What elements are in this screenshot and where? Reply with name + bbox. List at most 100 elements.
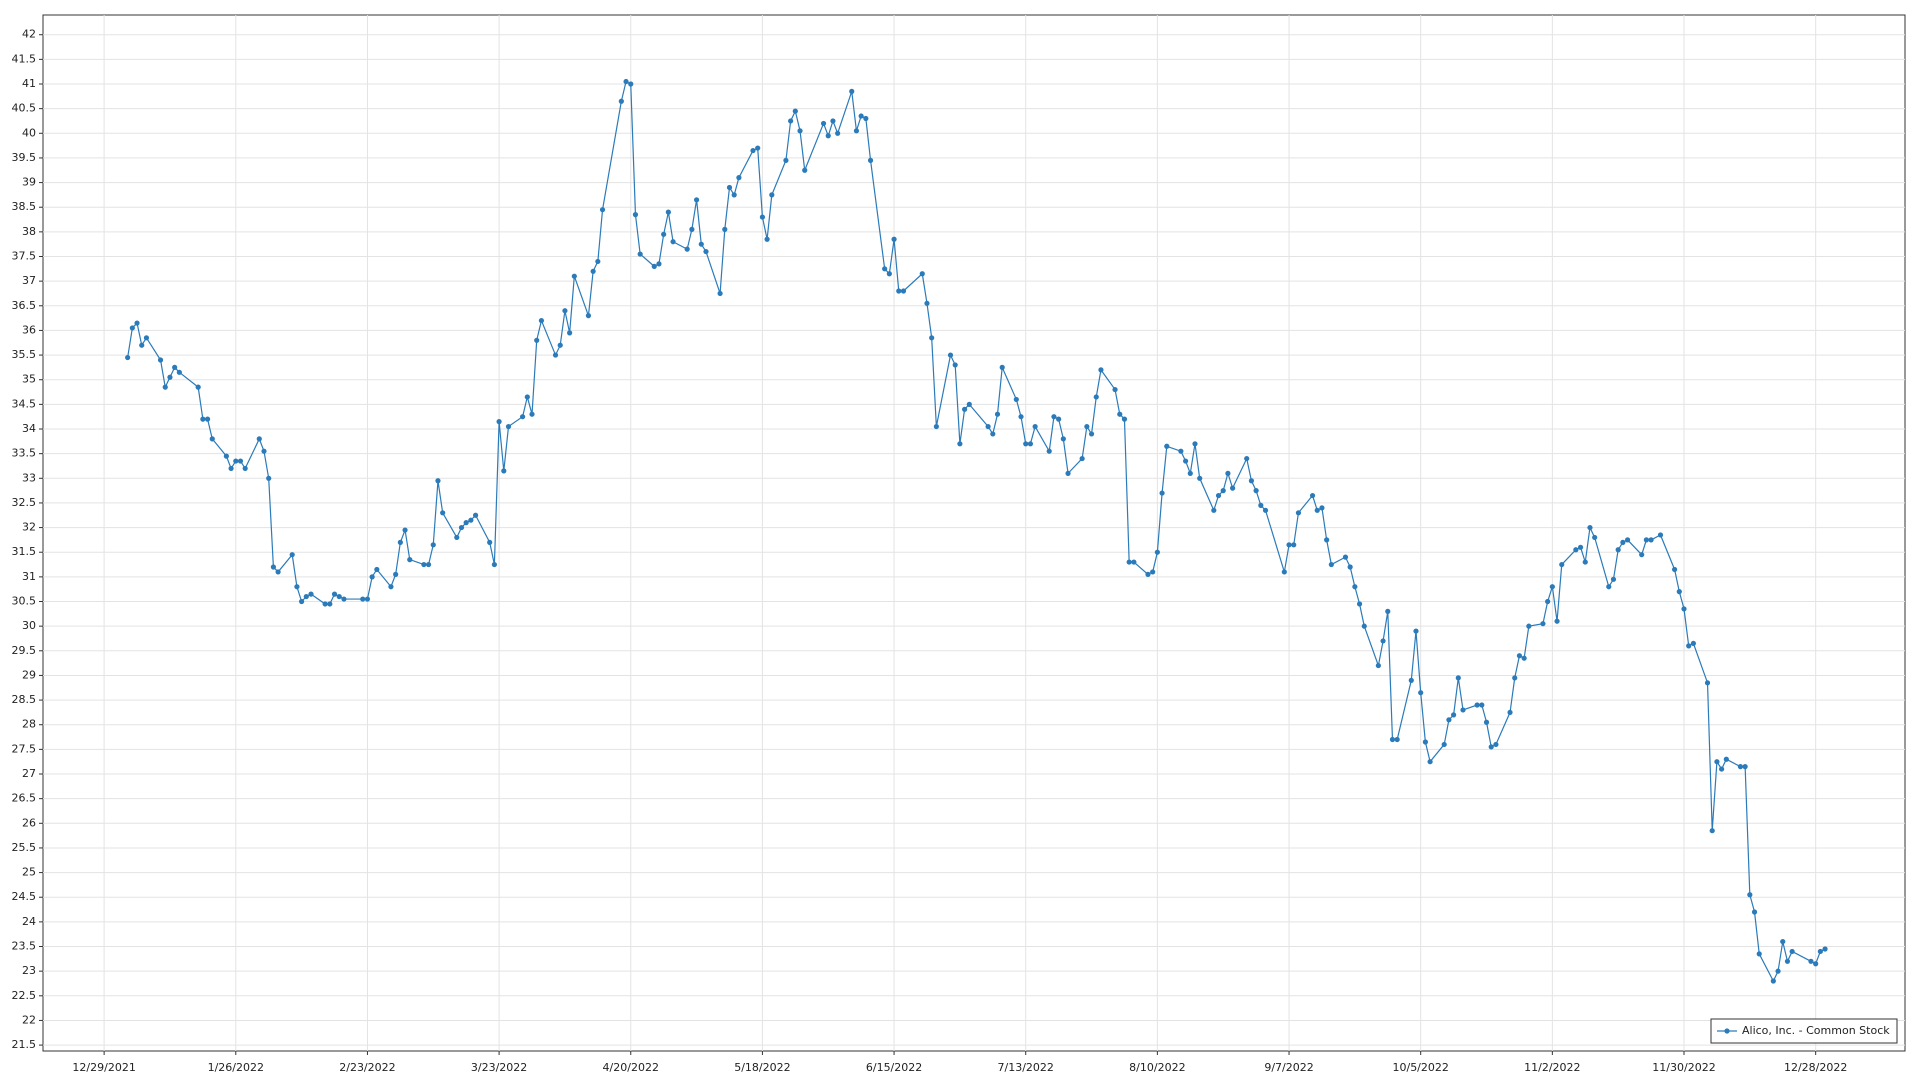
data-point <box>1352 584 1358 590</box>
y-tick-label: 31 <box>22 570 36 583</box>
data-point <box>331 591 338 597</box>
data-point <box>858 113 864 119</box>
data-point <box>1131 559 1137 565</box>
y-tick-label: 32.5 <box>12 496 37 509</box>
y-tick-label: 35 <box>22 373 36 386</box>
data-point <box>1112 386 1118 393</box>
data-point <box>1295 510 1302 516</box>
data-point <box>731 192 737 198</box>
data-point <box>491 561 497 568</box>
data-point <box>299 598 305 605</box>
data-point <box>454 534 460 541</box>
data-point <box>769 192 775 198</box>
data-point <box>458 524 465 531</box>
y-tick-label: 38.5 <box>12 200 37 213</box>
data-point <box>882 266 888 272</box>
data-point <box>1422 739 1428 745</box>
data-point <box>557 342 563 348</box>
y-tick-label: 36.5 <box>12 299 37 312</box>
data-point <box>849 88 855 94</box>
data-point <box>797 128 803 134</box>
data-point <box>632 212 639 218</box>
data-point <box>1751 909 1758 915</box>
data-point <box>275 569 281 575</box>
data-point <box>125 354 131 361</box>
data-point <box>1418 690 1424 696</box>
x-tick-label: 10/5/2022 <box>1392 1061 1448 1074</box>
data-point <box>684 246 690 252</box>
y-tick-label: 32 <box>22 521 36 534</box>
data-point <box>1780 938 1786 945</box>
y-tick-label: 41.5 <box>12 52 37 65</box>
y-tick-label: 37.5 <box>12 250 37 263</box>
data-point <box>891 236 897 242</box>
data-point <box>990 431 996 437</box>
data-point <box>1610 576 1617 582</box>
data-point <box>1126 559 1132 565</box>
data-point <box>1620 539 1626 545</box>
data-point <box>1723 756 1729 762</box>
data-point <box>430 542 436 548</box>
data-point <box>1309 492 1316 499</box>
data-point <box>1559 561 1565 568</box>
plot-frame <box>42 14 1906 1052</box>
data-point <box>1253 488 1259 494</box>
data-point <box>590 268 596 274</box>
data-point <box>1079 455 1085 462</box>
data-point <box>552 352 559 358</box>
data-point <box>1046 448 1052 454</box>
data-point <box>364 596 371 602</box>
data-point <box>1356 601 1363 607</box>
y-tick-label: 23 <box>22 964 36 977</box>
data-point <box>139 342 145 348</box>
x-tick-label: 11/2/2022 <box>1524 1061 1580 1074</box>
data-point <box>303 593 309 600</box>
data-point <box>468 517 474 523</box>
data-point <box>1117 411 1123 417</box>
data-point <box>487 539 493 545</box>
data-point <box>618 98 624 104</box>
data-point <box>1013 396 1019 403</box>
data-point <box>1023 441 1029 447</box>
data-point <box>1215 492 1222 499</box>
y-tick-label: 24.5 <box>12 890 37 903</box>
data-point <box>825 133 831 139</box>
x-tick-label: 7/13/2022 <box>998 1061 1054 1074</box>
data-point <box>200 416 206 422</box>
y-tick-label: 42 <box>22 28 36 41</box>
x-tick-label: 5/18/2022 <box>734 1061 790 1074</box>
data-point <box>1178 448 1184 454</box>
data-point <box>407 557 413 563</box>
data-point <box>1657 532 1664 538</box>
y-tick-label: 23.5 <box>12 940 37 953</box>
data-point <box>388 584 394 590</box>
data-point <box>1314 507 1320 513</box>
data-point <box>1719 766 1725 772</box>
data-point <box>1427 759 1433 765</box>
data-point <box>595 258 601 265</box>
data-point <box>534 337 540 343</box>
data-point <box>1784 958 1791 964</box>
data-point <box>1592 534 1598 541</box>
data-point <box>726 184 733 191</box>
data-point <box>886 271 892 277</box>
data-point <box>1624 537 1631 543</box>
x-tick-label: 12/28/2022 <box>1784 1061 1847 1074</box>
data-point <box>656 261 662 267</box>
data-point <box>1027 441 1034 447</box>
data-point <box>1483 719 1490 725</box>
data-point <box>1056 416 1062 422</box>
data-point <box>1460 707 1466 713</box>
x-tick-label: 1/26/2022 <box>208 1061 264 1074</box>
data-point <box>1775 968 1781 974</box>
data-point <box>1197 475 1203 481</box>
data-point <box>172 364 178 370</box>
y-tick-label: 36 <box>22 323 36 336</box>
y-tick-label: 41 <box>22 77 36 90</box>
data-point <box>1582 559 1588 565</box>
data-point <box>204 416 211 422</box>
data-point <box>322 601 328 607</box>
data-point <box>637 251 643 257</box>
data-point <box>1347 564 1353 570</box>
data-point <box>228 465 234 472</box>
